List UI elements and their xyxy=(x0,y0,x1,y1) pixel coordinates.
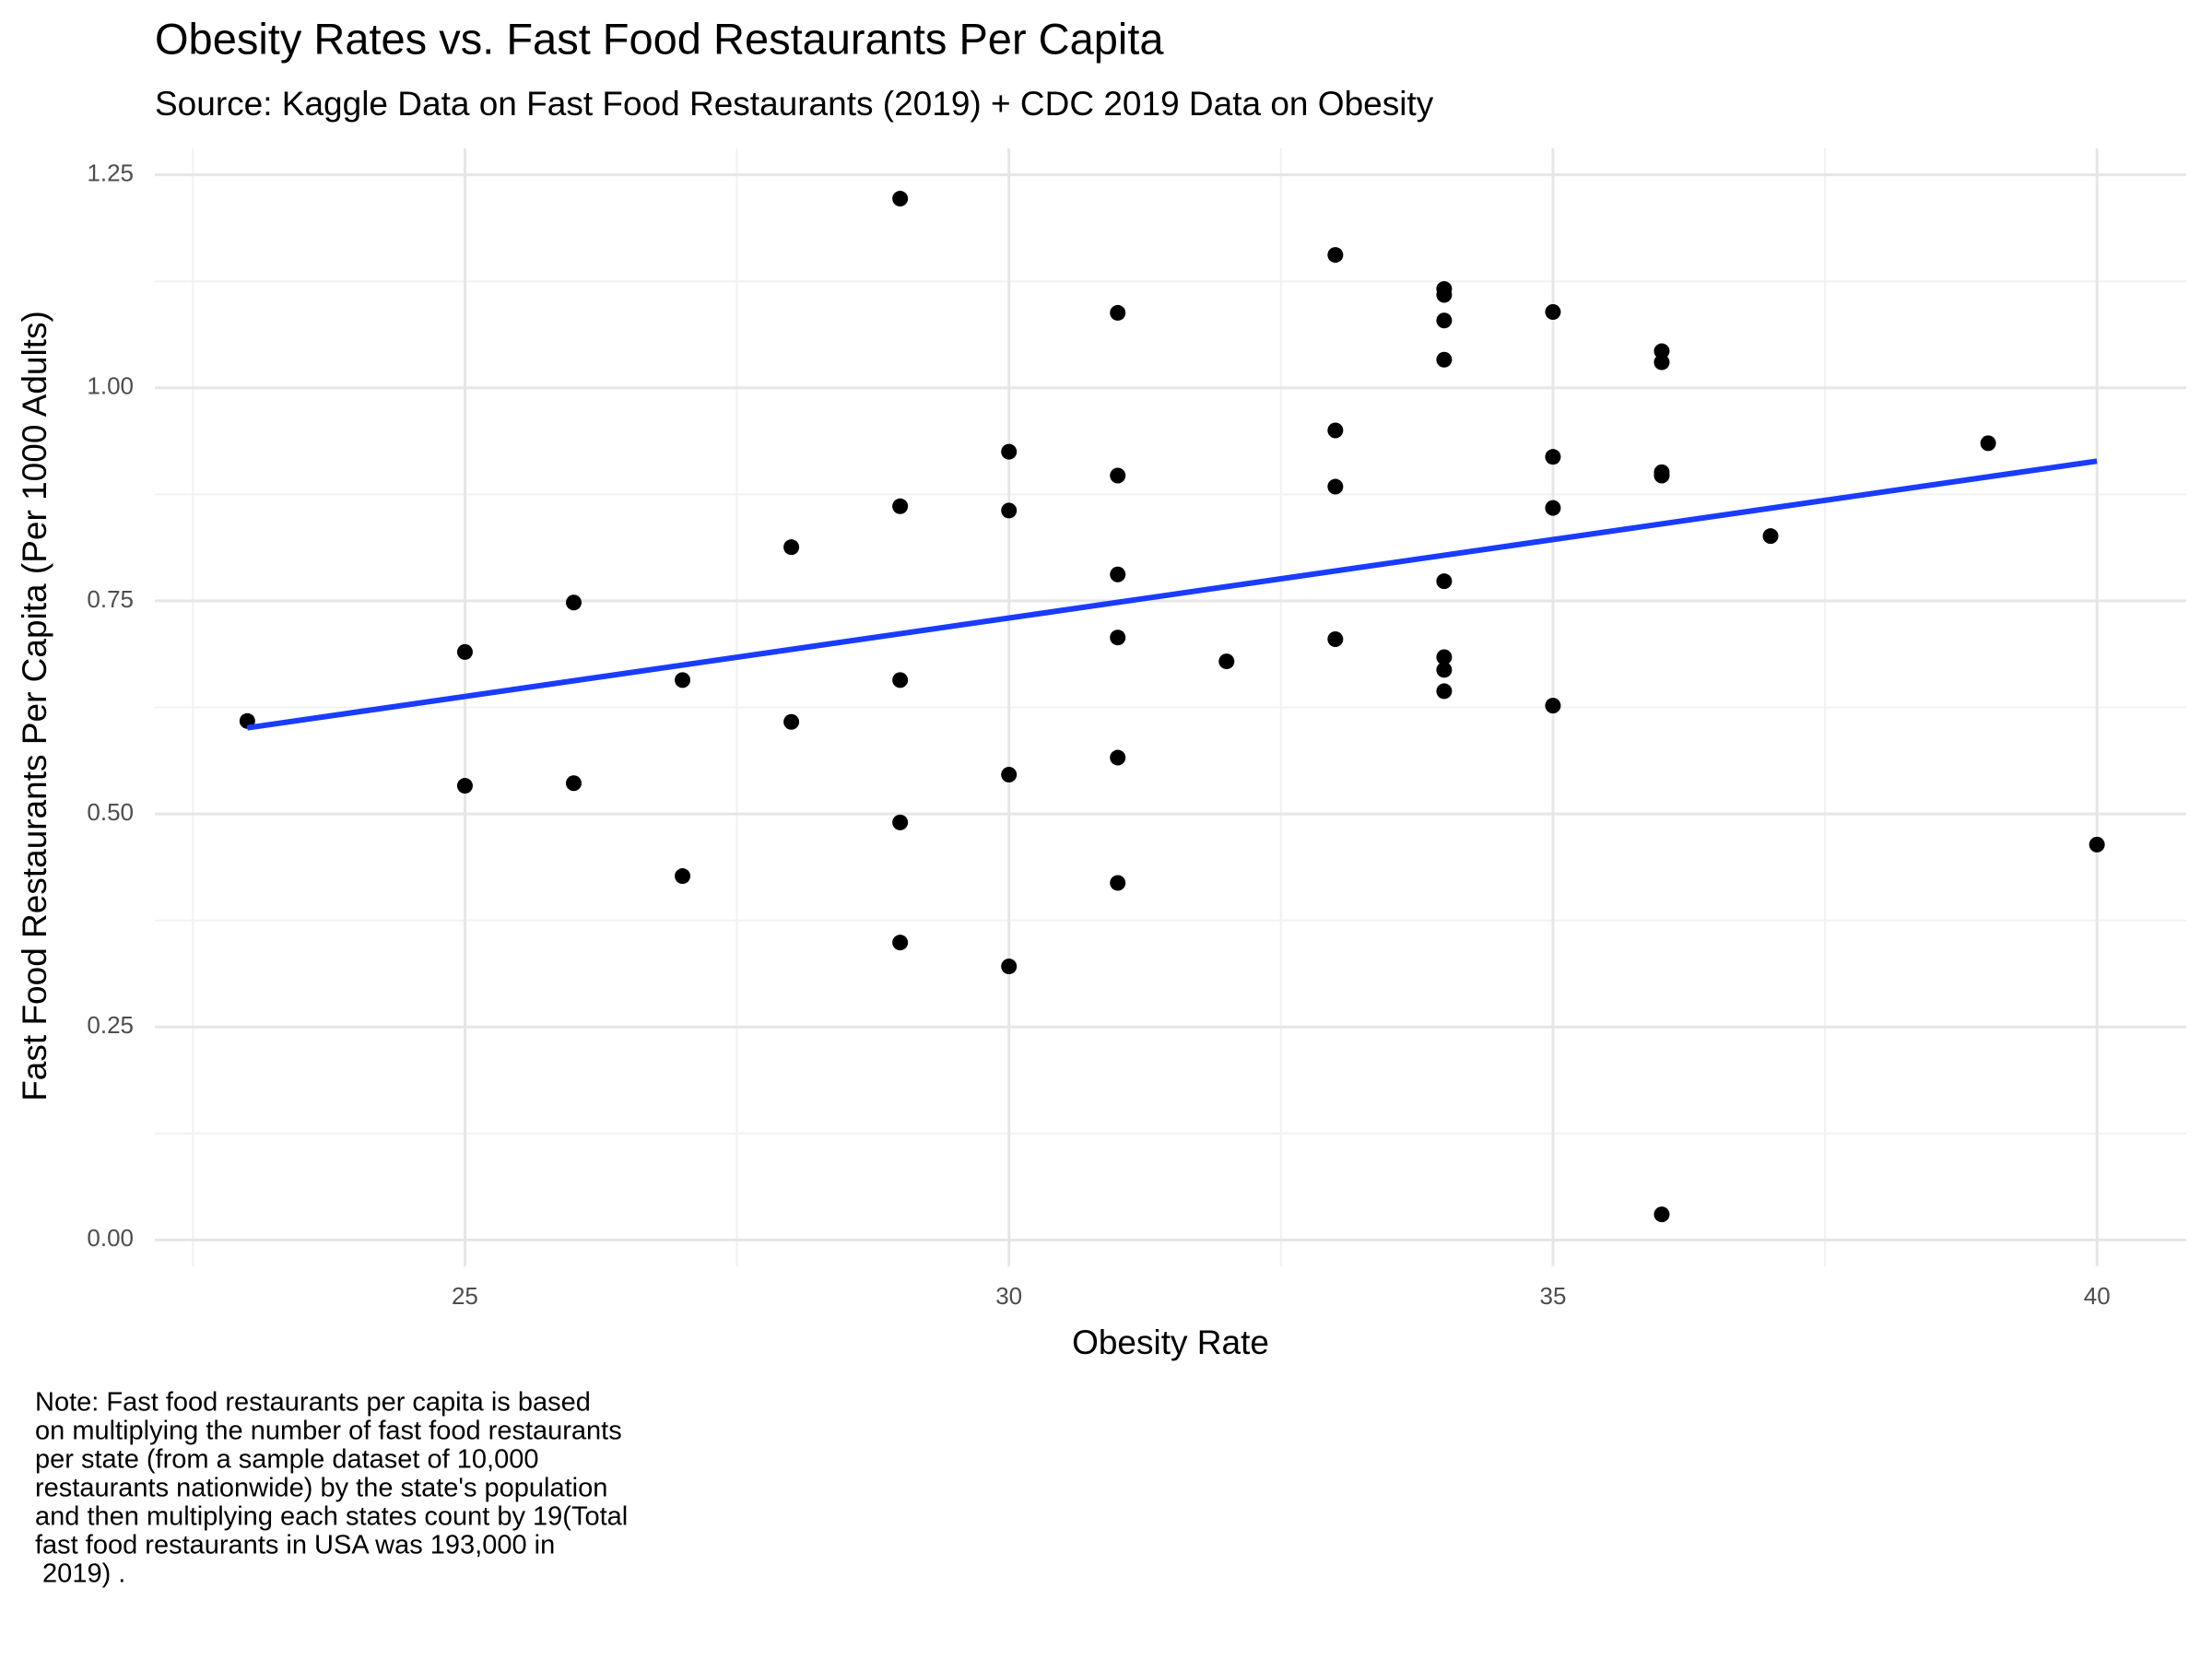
data-point xyxy=(1001,959,1018,975)
data-point xyxy=(1436,573,1453,590)
data-point xyxy=(1545,304,1561,321)
data-point xyxy=(1653,354,1670,371)
data-point xyxy=(1653,467,1670,484)
data-point xyxy=(1327,631,1344,648)
trend-line xyxy=(246,458,2098,731)
data-point xyxy=(1653,1206,1670,1223)
data-point xyxy=(892,814,909,830)
data-point xyxy=(1110,566,1126,582)
data-point xyxy=(456,778,473,794)
x-tick-label: 30 xyxy=(995,1282,1022,1310)
y-tick-label: 0.50 xyxy=(87,798,134,826)
data-point xyxy=(892,672,909,688)
data-point xyxy=(1327,247,1344,264)
note-line: Note: Fast food restaurants per capita i… xyxy=(35,1388,591,1418)
data-point xyxy=(1653,343,1670,359)
data-point xyxy=(1001,767,1018,783)
data-point xyxy=(2088,836,2105,853)
y-tick-label: 1.00 xyxy=(87,372,134,400)
chart-subtitle: Source: Kaggle Data on Fast Food Restaur… xyxy=(155,85,1434,123)
note: Note: Fast food restaurants per capita i… xyxy=(35,1388,628,1589)
note-line: and then multiplying each states count b… xyxy=(35,1502,628,1532)
y-tick-label: 0.75 xyxy=(87,585,134,613)
x-axis-title: Obesity Rate xyxy=(1072,1324,1269,1361)
data-point xyxy=(892,935,909,951)
data-point xyxy=(1001,443,1018,460)
grid: 25 30 35 40 0.00 0.25 0.50 0.75 1.00 1.25 xyxy=(87,148,2186,1310)
data-point xyxy=(1327,478,1344,495)
data-point xyxy=(1110,875,1126,891)
data-point xyxy=(1436,351,1453,368)
data-point xyxy=(565,594,582,611)
x-tick-label: 40 xyxy=(2084,1282,2111,1310)
data-point xyxy=(1001,502,1018,519)
data-point xyxy=(1218,653,1235,670)
data-point xyxy=(783,539,800,556)
note-line: fast food restaurants in USA was 193,000… xyxy=(35,1531,555,1560)
data-point xyxy=(892,191,909,207)
x-tick-label: 35 xyxy=(1539,1282,1566,1310)
chart-title: Obesity Rates vs. Fast Food Restaurants … xyxy=(155,14,1164,63)
y-axis-title: Fast Food Restaurants Per Capita (Per 10… xyxy=(16,311,53,1101)
plot-marks xyxy=(239,191,2105,1223)
data-point xyxy=(1436,287,1453,303)
note-line: 2019) . xyxy=(35,1559,125,1589)
data-point xyxy=(1545,698,1561,714)
y-tick-label: 1.25 xyxy=(87,159,134,187)
data-point xyxy=(1436,662,1453,678)
note-line: per state (from a sample dataset of 10,0… xyxy=(35,1445,538,1475)
data-point xyxy=(1327,422,1344,439)
data-point xyxy=(675,868,691,885)
data-point xyxy=(1545,500,1561,516)
data-point xyxy=(1980,435,1996,452)
data-point xyxy=(1110,467,1126,484)
data-point xyxy=(456,643,473,660)
data-point xyxy=(1110,629,1126,646)
data-point xyxy=(565,775,582,792)
data-point xyxy=(1110,749,1126,766)
y-tick-label: 0.25 xyxy=(87,1011,134,1039)
data-point xyxy=(1762,528,1779,545)
data-point xyxy=(1110,304,1126,321)
data-point xyxy=(1436,312,1453,329)
data-point xyxy=(1436,649,1453,665)
data-point xyxy=(1545,449,1561,465)
x-tick-label: 25 xyxy=(452,1282,478,1310)
data-point xyxy=(892,498,909,514)
note-line: on multiplying the number of fast food r… xyxy=(35,1417,622,1446)
y-tick-label: 0.00 xyxy=(87,1224,134,1252)
data-point xyxy=(1436,683,1453,700)
data-point xyxy=(675,672,691,688)
data-point xyxy=(783,713,800,730)
note-line: restaurants nationwide) by the state's p… xyxy=(35,1474,607,1503)
